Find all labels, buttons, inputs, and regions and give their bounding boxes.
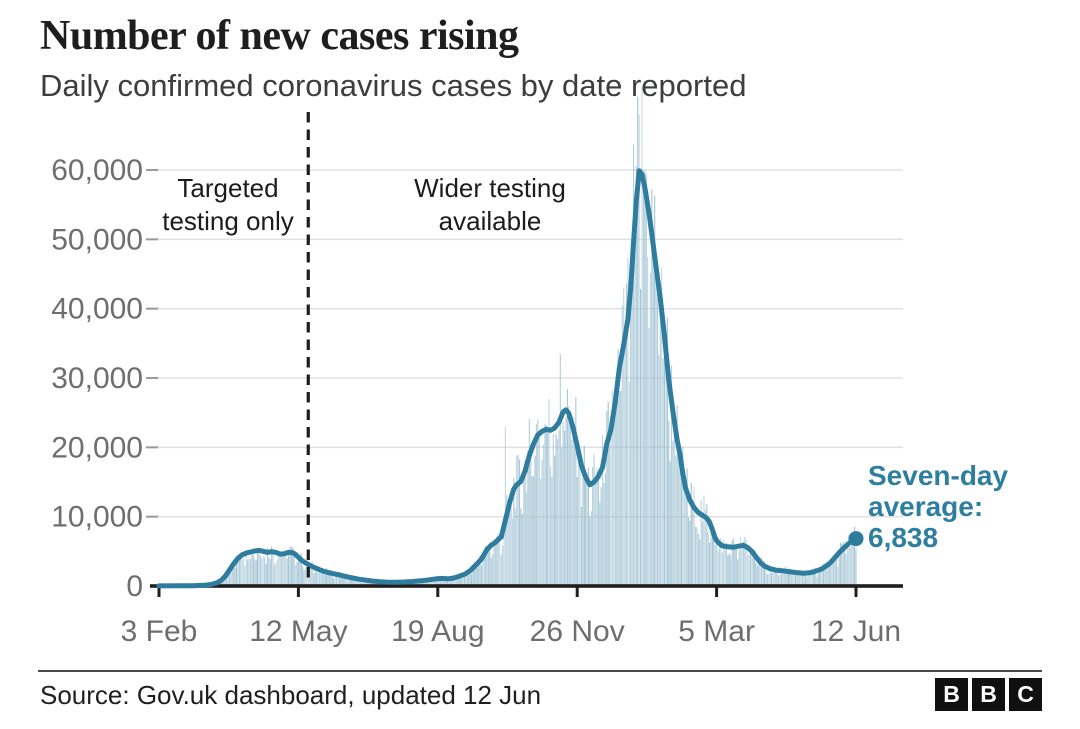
svg-text:26 Nov: 26 Nov — [530, 615, 625, 648]
svg-text:19 Aug: 19 Aug — [391, 615, 484, 648]
svg-text:20,000: 20,000 — [51, 431, 143, 464]
svg-text:12 Jun: 12 Jun — [811, 615, 901, 648]
svg-text:5 Mar: 5 Mar — [678, 615, 755, 648]
annotation-wider-testing: Wider testing available — [414, 173, 566, 236]
footer-divider — [38, 670, 1042, 672]
bbc-logo-letter: C — [1009, 678, 1042, 711]
page-title: Number of new cases rising — [40, 13, 519, 59]
svg-text:40,000: 40,000 — [51, 293, 143, 326]
page-subtitle: Daily confirmed coronavirus cases by dat… — [40, 68, 747, 103]
svg-text:10,000: 10,000 — [51, 501, 143, 534]
source-attribution: Source: Gov.uk dashboard, updated 12 Jun — [40, 680, 542, 710]
svg-text:3 Feb: 3 Feb — [121, 615, 198, 648]
svg-text:0: 0 — [126, 570, 143, 603]
bbc-logo: B B C — [935, 678, 1042, 711]
svg-text:60,000: 60,000 — [51, 154, 143, 187]
seven-day-average-label: Seven-day average: — [868, 460, 1009, 522]
annotation-targeted-testing: Targeted testing only — [162, 173, 294, 236]
seven-day-average-value: 6,838 — [868, 522, 939, 553]
svg-text:50,000: 50,000 — [51, 223, 143, 256]
svg-text:30,000: 30,000 — [51, 362, 143, 395]
seven-day-average-callout: Seven-day average: 6,838 — [868, 460, 1038, 584]
svg-text:12 May: 12 May — [249, 615, 347, 648]
bbc-logo-letter: B — [972, 678, 1005, 711]
bbc-logo-letter: B — [935, 678, 968, 711]
